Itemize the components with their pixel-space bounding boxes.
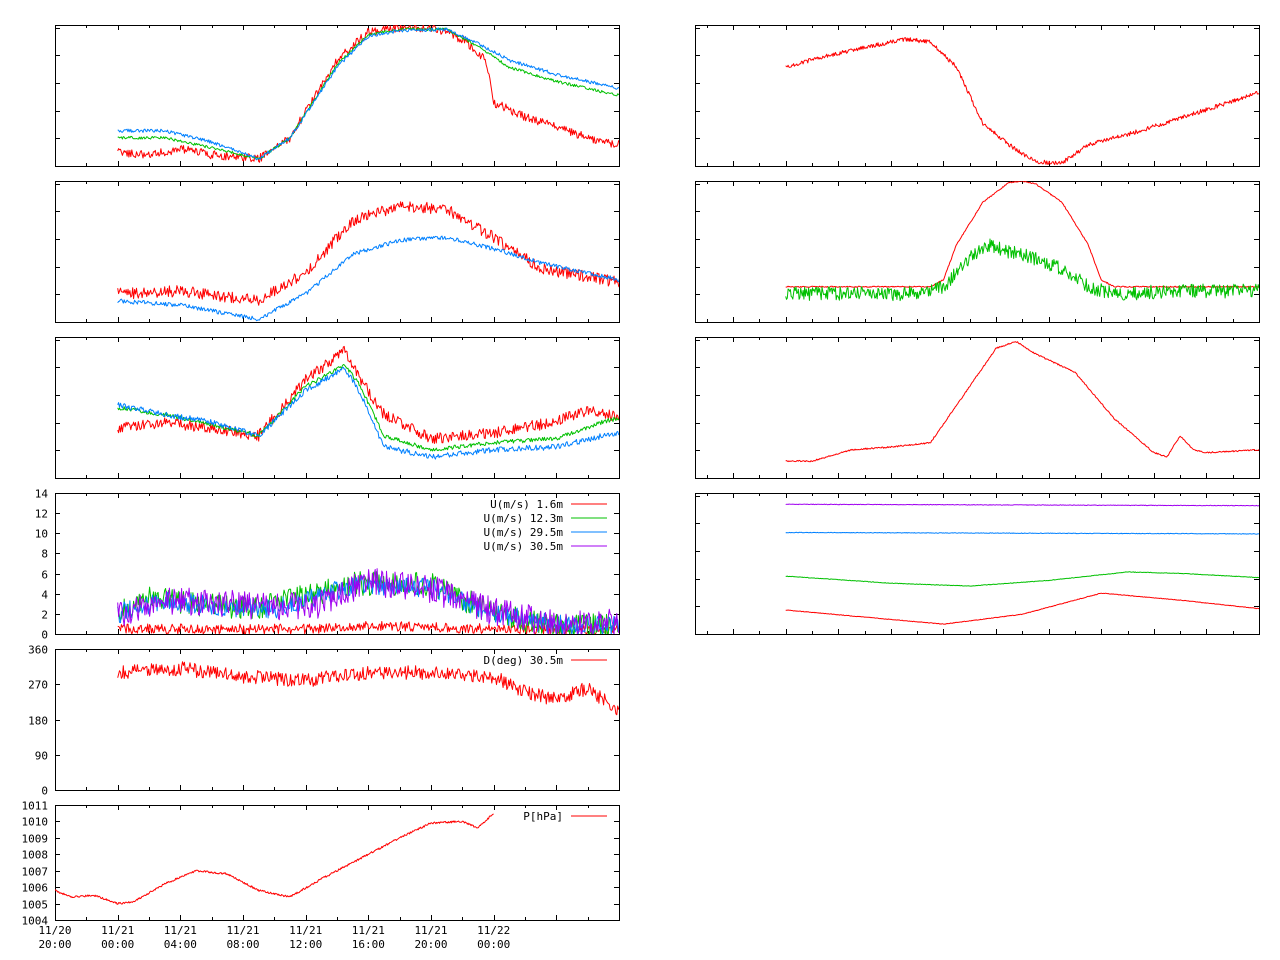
y-tick-label: 12 [35, 508, 48, 521]
panel-p2 [55, 181, 620, 323]
x-tick-label-date: 11/21 [226, 924, 259, 937]
x-tick-label-date: 11/21 [414, 924, 447, 937]
x-tick-label-time: 00:00 [101, 938, 134, 951]
series-line-1 [785, 503, 1259, 507]
x-tick-label-date: 11/21 [101, 924, 134, 937]
x-tick-label-date: 11/22 [477, 924, 510, 937]
legend-label: P[hPa] [523, 810, 563, 823]
series-line-2 [785, 238, 1259, 302]
y-tick-label: 14 [35, 488, 49, 501]
y-tick-label: 8 [41, 548, 48, 561]
series-line-1 [785, 341, 1259, 463]
x-tick-label-date: 11/21 [352, 924, 385, 937]
panel-p6: 1004100510061007100810091010101111/2020:… [22, 800, 620, 951]
x-tick-label-time: 12:00 [289, 938, 322, 951]
x-tick-label-date: 11/20 [38, 924, 71, 937]
legend-label: U(m/s) 29.5m [484, 526, 564, 539]
y-tick-label: 1009 [22, 833, 49, 846]
y-tick-label: 1010 [22, 816, 49, 829]
y-tick-label: 180 [28, 715, 48, 728]
series-line-1 [117, 25, 619, 163]
y-tick-label: 2 [41, 609, 48, 622]
series-line-1 [117, 201, 619, 306]
panel-p5: 0 90 180 270 360 D(deg) 30.5m [28, 644, 620, 798]
panel-frame [55, 25, 620, 167]
x-tick-label-date: 11/21 [289, 924, 322, 937]
legend-label: U(m/s) 1.6m [490, 498, 563, 511]
series-line-1 [785, 181, 1259, 288]
y-tick-label: 6 [41, 569, 48, 582]
series-line-3 [785, 571, 1259, 587]
y-tick-label: 1006 [22, 882, 49, 895]
panel-p3 [55, 337, 620, 479]
series-line-1 [785, 37, 1259, 166]
series-line-1 [55, 813, 494, 905]
x-tick-label-time: 20:00 [414, 938, 447, 951]
legend-label: U(m/s) 30.5m [484, 540, 564, 553]
y-tick-label: 1005 [22, 899, 49, 912]
series-line-3 [117, 27, 619, 161]
series-line-1 [117, 661, 619, 716]
y-tick-label: 1004 [22, 915, 49, 928]
series-line-2 [785, 531, 1259, 535]
panel-frame [695, 493, 1260, 635]
panel-p1 [55, 25, 620, 167]
x-tick-label-time: 00:00 [477, 938, 510, 951]
y-tick-label: 1011 [22, 800, 49, 813]
series-line-1 [117, 345, 619, 444]
y-tick-label: 10 [35, 528, 48, 541]
x-tick-label-time: 08:00 [226, 938, 259, 951]
legend-label: U(m/s) 12.3m [484, 512, 564, 525]
y-tick-label: 0 [41, 785, 48, 798]
panel-p10 [695, 493, 1260, 635]
panel-frame [695, 25, 1260, 167]
panel-p9 [695, 337, 1260, 479]
y-tick-label: 360 [28, 644, 48, 657]
y-tick-label: 1007 [22, 866, 49, 879]
x-tick-label-time: 20:00 [38, 938, 71, 951]
y-tick-label: 1008 [22, 849, 49, 862]
panel-frame [695, 337, 1260, 479]
series-line-3 [117, 366, 619, 460]
y-tick-label: 270 [28, 679, 48, 692]
y-tick-label: 4 [41, 589, 48, 602]
y-tick-label: 90 [35, 750, 48, 763]
x-tick-label-time: 16:00 [352, 938, 385, 951]
series-line-4 [117, 568, 619, 634]
series-line-4 [785, 592, 1259, 625]
series-line-2 [117, 235, 619, 322]
panel-p8 [695, 181, 1260, 323]
y-tick-label: 0 [41, 629, 48, 642]
panel-frame [695, 181, 1260, 323]
panel-p7 [695, 25, 1260, 167]
legend-label: D(deg) 30.5m [484, 654, 564, 667]
x-tick-label-time: 04:00 [164, 938, 197, 951]
x-tick-label-date: 11/21 [164, 924, 197, 937]
